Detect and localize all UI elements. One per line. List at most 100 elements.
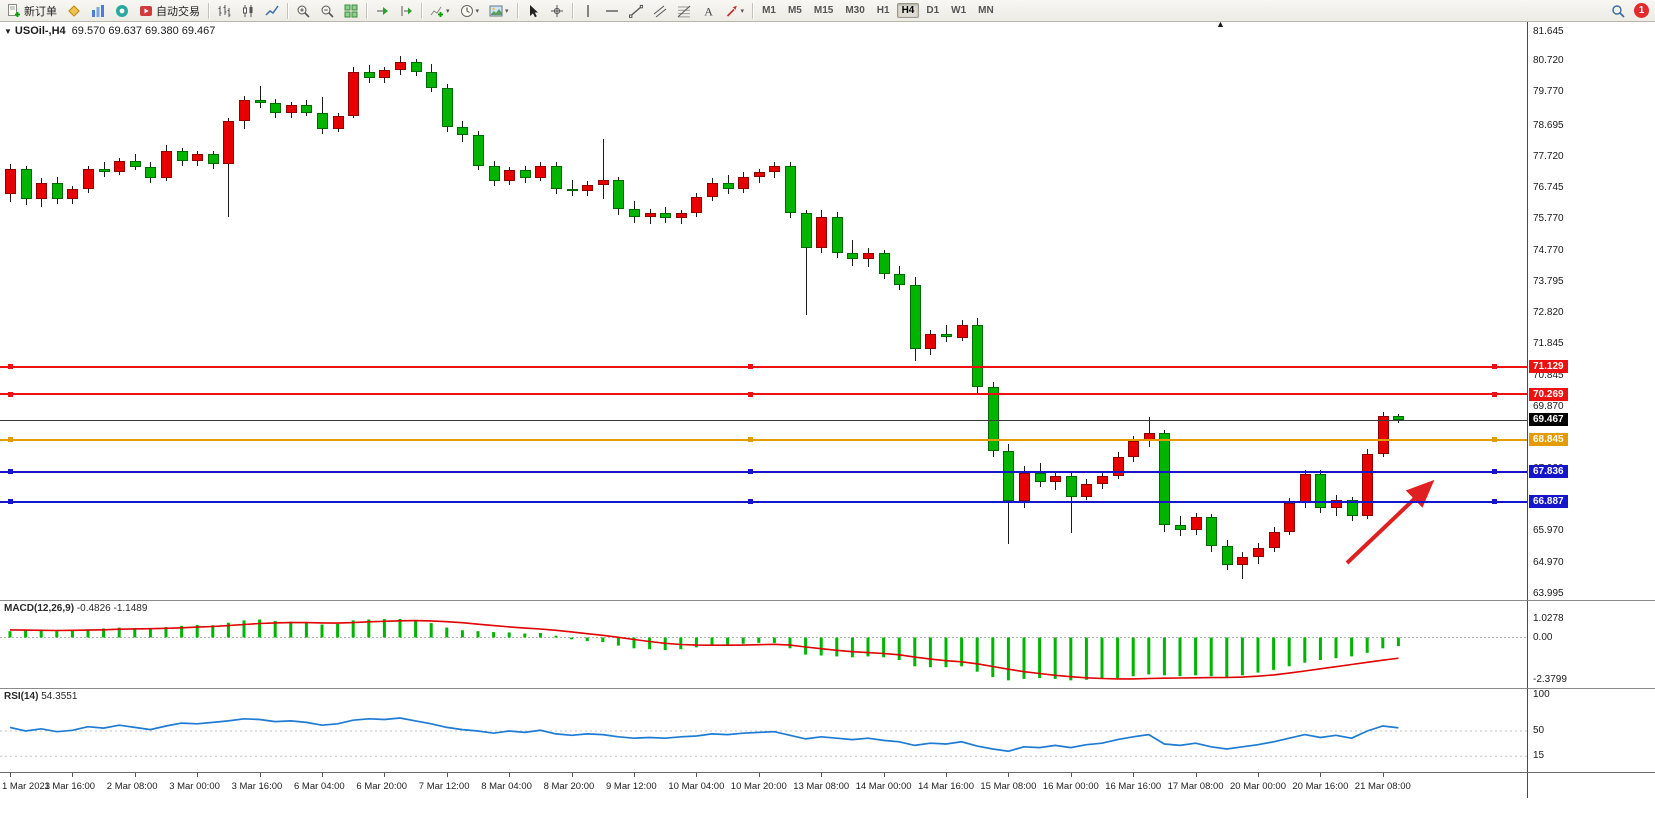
candle	[176, 151, 188, 161]
candle	[301, 105, 313, 114]
line-handle[interactable]	[8, 364, 13, 370]
time-tick-label: 14 Mar 00:00	[855, 781, 912, 792]
time-tick	[1258, 773, 1259, 777]
main-chart-panel[interactable]: ▼ USOil-,H4 69.570 69.637 69.380 69.467 ▲ …	[0, 22, 1655, 600]
time-tick	[1382, 773, 1384, 777]
candle	[317, 113, 328, 129]
candle	[1112, 456, 1124, 476]
line-handle[interactable]	[8, 391, 13, 397]
time-tick	[259, 773, 261, 777]
channel-button[interactable]	[649, 1, 671, 21]
current-price-line	[0, 419, 1527, 421]
line-handle[interactable]	[748, 469, 753, 475]
auto-scroll-button[interactable]	[371, 1, 393, 21]
price-chart-plot[interactable]: ▼ USOil-,H4 69.570 69.637 69.380 69.467 ▲	[0, 22, 1527, 600]
timeframe-mn-button[interactable]: MN	[978, 5, 994, 16]
line-handle[interactable]	[1492, 499, 1497, 505]
notification-badge[interactable]: 1	[1634, 3, 1649, 18]
time-axis-corner	[1527, 773, 1655, 798]
autotrading-button[interactable]: 自动交易	[135, 1, 204, 21]
time-tick	[134, 773, 136, 777]
candle	[1034, 472, 1046, 483]
candle-wick	[228, 117, 230, 217]
crosshair-button[interactable]	[546, 1, 568, 21]
vertical-line-button[interactable]	[577, 1, 599, 21]
vline-icon	[581, 4, 595, 18]
axis-tick-label: 81.645	[1533, 26, 1564, 37]
line-handle[interactable]	[748, 499, 753, 505]
candle	[20, 168, 32, 199]
candle	[348, 71, 360, 117]
tile-windows-button[interactable]	[340, 1, 362, 21]
axis-tick-label: 73.795	[1533, 275, 1564, 287]
horizontal-line-button[interactable]	[601, 1, 623, 21]
horizontal-level-line[interactable]	[0, 500, 1527, 503]
horizontal-level-line[interactable]	[0, 365, 1527, 368]
mql-community-button[interactable]	[111, 1, 133, 21]
line-handle[interactable]	[748, 437, 753, 443]
line-handle[interactable]	[1492, 391, 1497, 397]
price-axis[interactable]: 81.645 80.720 79.770 78.695 77.720 76.745 75.7…	[1527, 22, 1655, 600]
time-tick-label: 6 Mar 20:00	[356, 781, 408, 792]
symbol-period-label: USOil-,H4	[14, 25, 66, 37]
line-handle[interactable]	[1492, 437, 1497, 443]
fibonacci-button[interactable]	[673, 1, 695, 21]
timeframe-h1-button[interactable]: H1	[876, 5, 890, 16]
timeframe-w1-button[interactable]: W1	[951, 5, 967, 16]
trend-arrow-annotation[interactable]	[0, 22, 1527, 600]
candle	[675, 213, 687, 219]
candlestick-chart-button[interactable]	[237, 1, 259, 21]
arrows-button[interactable]: ▾	[721, 1, 749, 21]
collapse-triangle-icon[interactable]: ▼	[4, 27, 12, 36]
arrows-icon	[725, 4, 739, 18]
bar-chart-button[interactable]	[213, 1, 235, 21]
line-handle[interactable]	[748, 391, 753, 397]
candle	[285, 105, 297, 114]
line-handle[interactable]	[8, 437, 13, 443]
time-tick-label: 21 Mar 08:00	[1354, 781, 1411, 792]
line-chart-button[interactable]	[261, 1, 283, 21]
horizontal-level-line[interactable]	[0, 438, 1527, 441]
market-watch-button[interactable]	[87, 1, 109, 21]
indicators-button[interactable]: ▾	[426, 1, 454, 21]
timeframe-h4-button[interactable]: H4	[896, 3, 920, 18]
new-order-button[interactable]: 新订单	[3, 1, 61, 21]
line-handle[interactable]	[748, 364, 753, 370]
zoom-out-button[interactable]	[316, 1, 338, 21]
line-handle[interactable]	[1492, 364, 1497, 370]
candle	[1377, 416, 1389, 454]
rsi-indicator-panel[interactable]: RSI(14) 54.3551 100 50 15	[0, 688, 1655, 772]
scroll-position-marker-icon[interactable]: ▲	[1216, 22, 1225, 29]
horizontal-level-line[interactable]	[0, 470, 1527, 473]
macd-indicator-panel[interactable]: MACD(12,26,9) -0.4826 -1.1489 1.0278 0.00…	[0, 600, 1655, 688]
zoom-in-button[interactable]	[292, 1, 314, 21]
timeframe-m15-button[interactable]: M15	[813, 5, 834, 16]
cursor-button[interactable]	[522, 1, 544, 21]
horizontal-level-line[interactable]	[0, 393, 1527, 396]
axis-tick-label: 80.720	[1533, 55, 1564, 67]
line-handle[interactable]	[1492, 469, 1497, 475]
chart-shift-button[interactable]	[395, 1, 417, 21]
line-handle[interactable]	[8, 499, 13, 505]
timeframe-m30-button[interactable]: M30	[845, 5, 865, 16]
candle	[192, 154, 204, 161]
search-button[interactable]	[1607, 1, 1629, 21]
timeframe-m5-button[interactable]: M5	[787, 5, 802, 16]
templates-button[interactable]: ▾	[485, 1, 513, 21]
candle	[1097, 476, 1108, 484]
rsi-axis: 100 50 15	[1527, 689, 1655, 772]
trendline-button[interactable]	[625, 1, 647, 21]
ohlc-values: 69.570 69.637 69.380 69.467	[71, 25, 216, 37]
periods-button[interactable]: ▾	[456, 1, 484, 21]
text-button[interactable]: A	[697, 1, 719, 21]
timeframe-d1-button[interactable]: D1	[926, 5, 940, 16]
candle-wick	[602, 138, 604, 199]
candle	[51, 183, 63, 199]
candle	[129, 160, 141, 168]
time-axis[interactable]: 1 Mar 2023 1 Mar 16:00 2 Mar 08:00 3 Mar 00…	[0, 772, 1655, 798]
candle	[831, 216, 843, 254]
chart-shift-icon	[399, 4, 413, 18]
metaeditor-button[interactable]	[63, 1, 85, 21]
line-handle[interactable]	[8, 469, 13, 475]
timeframe-m1-button[interactable]: M1	[762, 5, 776, 16]
